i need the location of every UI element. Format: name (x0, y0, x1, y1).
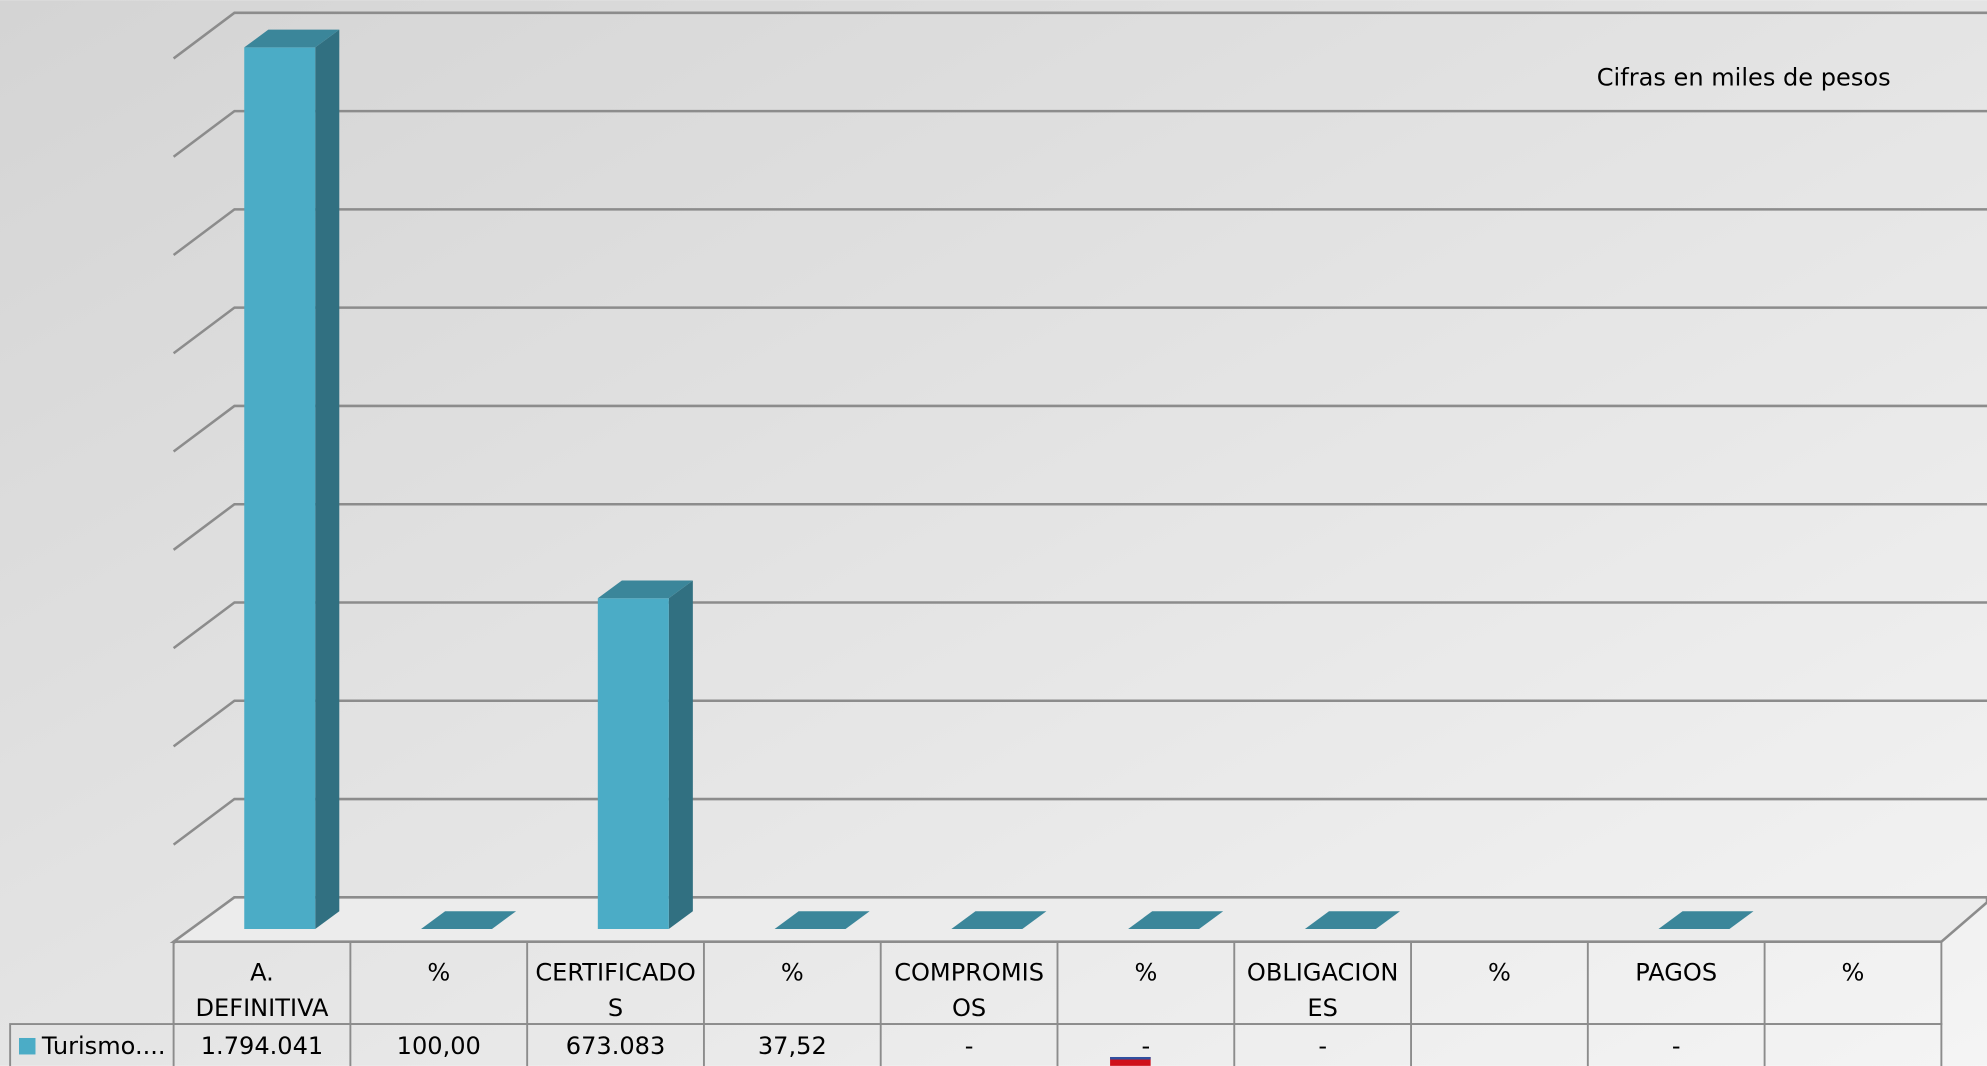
bar-top (1658, 911, 1754, 930)
data-label: 673.083 (566, 1032, 666, 1060)
bar-top (597, 580, 693, 599)
column-header: PAGOS (1635, 958, 1717, 986)
grid-line (172, 11, 1987, 60)
grid-line (172, 797, 1987, 846)
grid-line (172, 306, 1987, 355)
data-label: 1.794.041 (201, 1032, 323, 1060)
bar-top (774, 911, 870, 929)
column-header: % (781, 958, 804, 986)
grid (172, 11, 1987, 944)
data-row (9, 1023, 1943, 1066)
data-label: - (1318, 1032, 1327, 1060)
column-header: CERTIFICADO S (535, 958, 695, 1021)
data-label: 37,52 (758, 1032, 827, 1060)
bars (244, 29, 1754, 930)
data-label: - (1672, 1032, 1681, 1060)
data-label: - (965, 1032, 974, 1060)
column-header: A. DEFINITIVA (196, 958, 329, 1021)
column-header: % (1134, 958, 1157, 986)
annotation: Cifras en miles de pesos (1597, 64, 1891, 92)
grid-line (172, 109, 1987, 158)
grid-line (172, 699, 1987, 748)
bar-top (244, 29, 340, 48)
bar-top (951, 911, 1047, 930)
column-header: OBLIGACION ES (1247, 958, 1398, 1021)
bar-top (421, 911, 517, 929)
grid-line (172, 208, 1987, 256)
grid-line (172, 404, 1987, 453)
marker-fragment-edge (1110, 1056, 1151, 1060)
legend-label: Turismo.... (41, 1032, 166, 1060)
bar (597, 598, 669, 930)
legend-swatch (19, 1037, 36, 1055)
data-label: 100,00 (397, 1032, 481, 1060)
marker-fragment (1110, 1056, 1151, 1066)
bar-side (315, 29, 340, 930)
column-header: % (1842, 958, 1865, 986)
data-label: - (1142, 1032, 1151, 1060)
bar (244, 47, 316, 930)
data-table: A. DEFINITIVA 1.794.041% 100,00 CERTIFICADO S… (9, 940, 1943, 1066)
bar-side (668, 580, 693, 930)
grid-line (172, 502, 1987, 551)
bar-top (1128, 911, 1224, 930)
column-header: % (427, 958, 450, 986)
column-header: % (1488, 958, 1511, 986)
bar-top (1304, 911, 1400, 930)
grid-line (172, 601, 1987, 650)
column-header: COMPROMIS OS (894, 958, 1044, 1021)
